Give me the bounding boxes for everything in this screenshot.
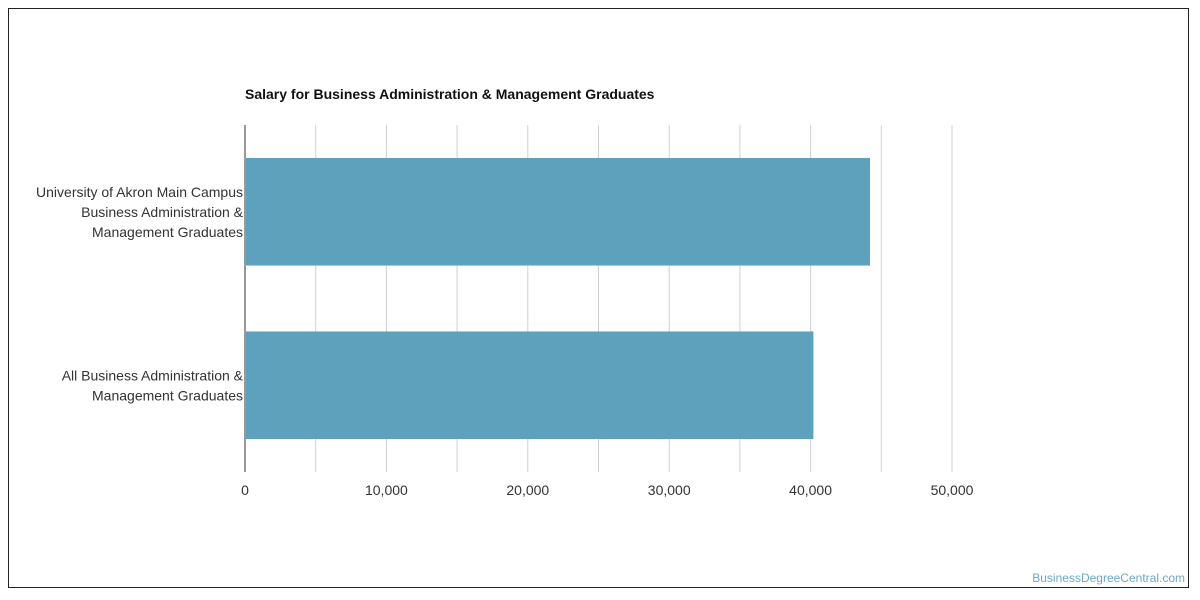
category-labels: University of Akron Main Campus Business … [36, 184, 244, 404]
category-label-line: University of Akron Main Campus [36, 184, 243, 200]
x-tick-label: 10,000 [365, 482, 408, 498]
category-label-0: University of Akron Main Campus Business … [36, 184, 244, 240]
x-tick-label: 20,000 [506, 482, 549, 498]
bars [246, 157, 870, 440]
bar-1 [246, 331, 814, 440]
x-tick-label: 30,000 [648, 482, 691, 498]
watermark: BusinessDegreeCentral.com [1032, 571, 1185, 585]
x-tick-labels: 0 10,000 20,000 30,000 40,000 50,000 [241, 482, 974, 498]
category-label-line: Business Administration & [81, 204, 244, 220]
category-label-line: All Business Administration & [62, 367, 244, 383]
x-tick-label: 50,000 [931, 482, 974, 498]
x-tick-label: 0 [241, 482, 249, 498]
category-label-1: All Business Administration & Management … [62, 367, 244, 403]
chart-title: Salary for Business Administration & Man… [245, 86, 655, 102]
x-tick-label: 40,000 [789, 482, 832, 498]
bar-0 [246, 157, 870, 266]
category-label-line: Management Graduates [92, 387, 243, 403]
category-label-line: Management Graduates [92, 224, 243, 240]
